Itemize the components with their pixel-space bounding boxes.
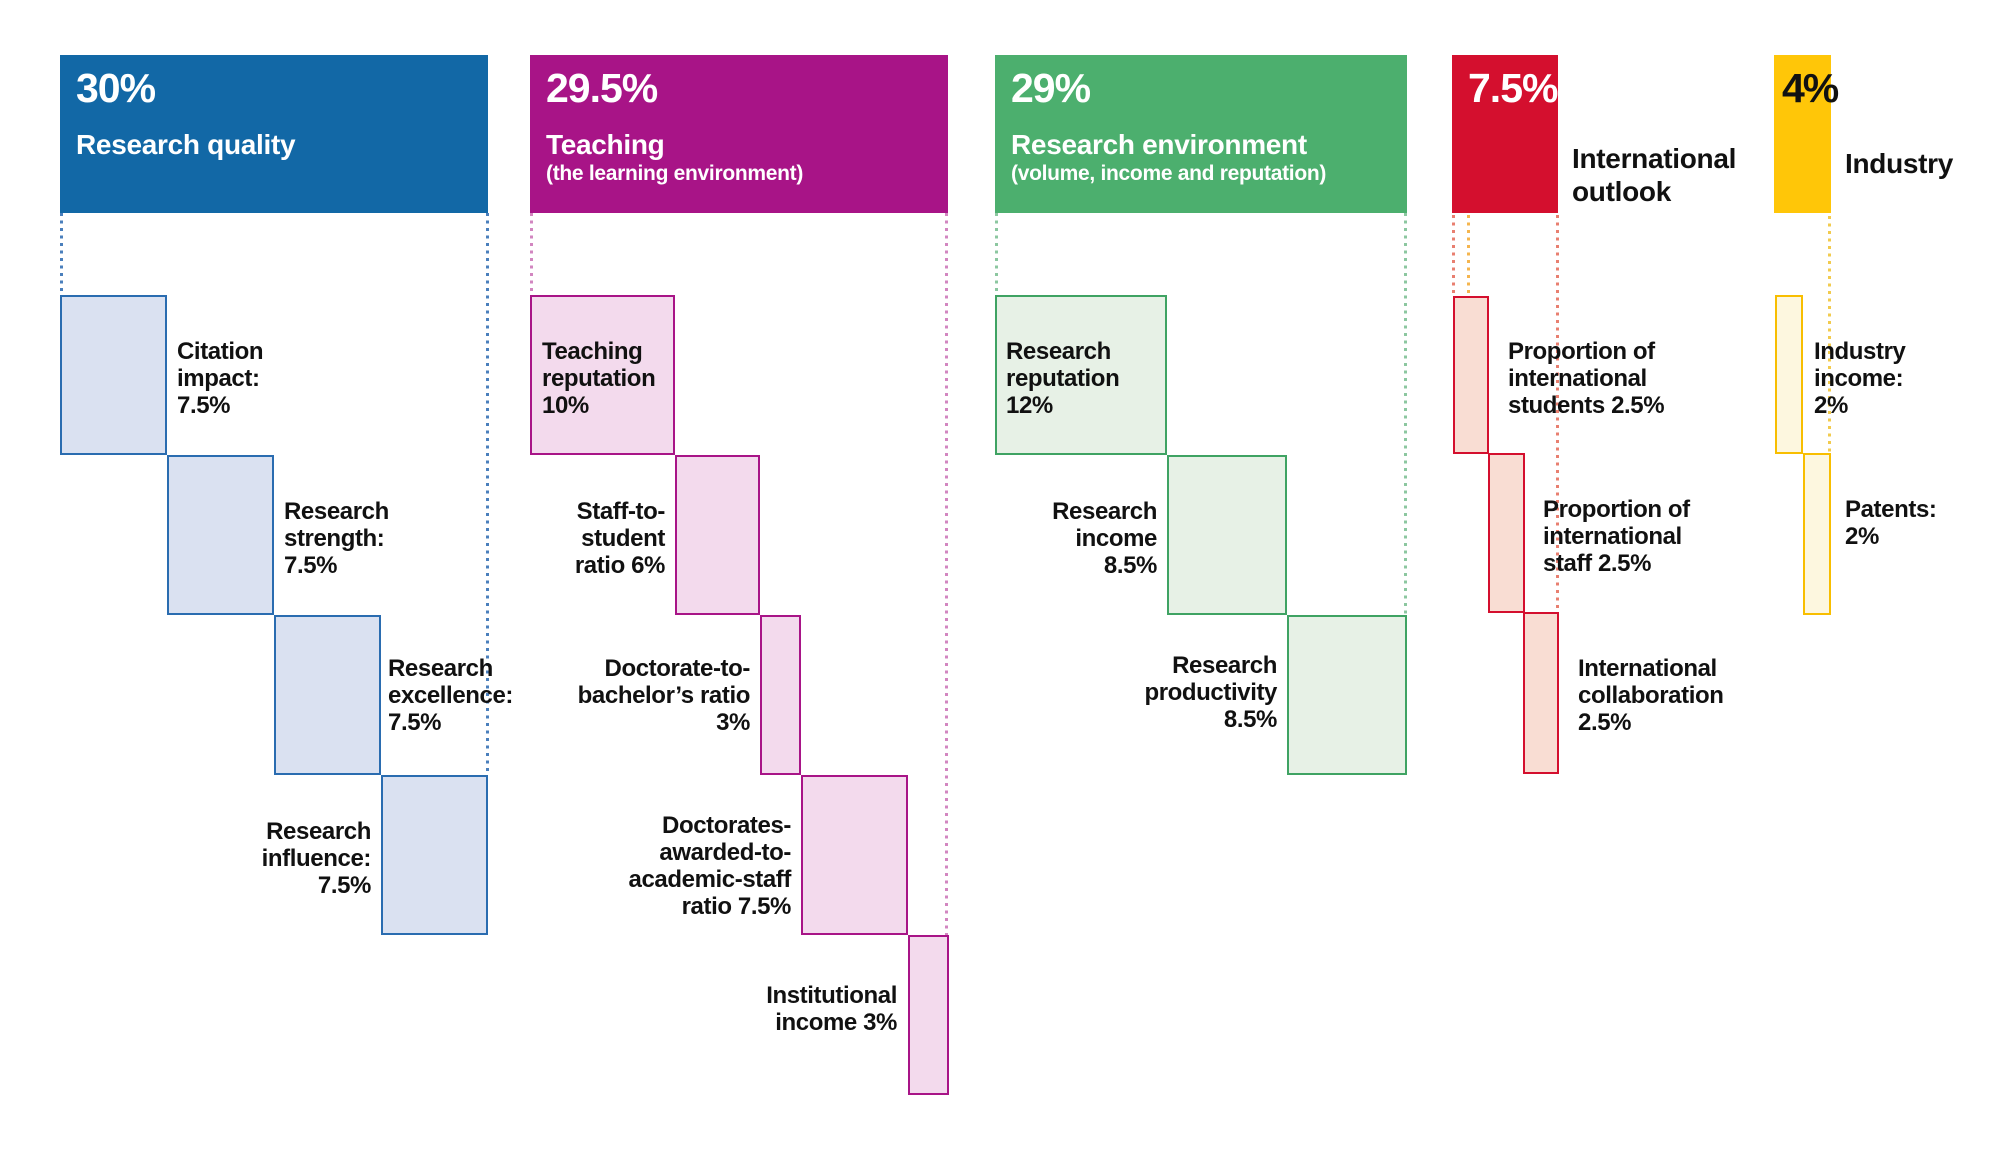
header-industry: 4% — [1774, 55, 1839, 213]
label-staff-student-ratio: Staff-to- student ratio 6% — [574, 498, 666, 579]
guide-line-research-quality-left — [60, 213, 63, 295]
label-research-income: Research income 8.5% — [1052, 498, 1157, 579]
label-research-excellence: Research excellence: 7.5% — [388, 655, 514, 736]
research-quality-weight: 30% — [76, 65, 156, 111]
box-research-income — [1167, 455, 1287, 615]
research-environment-weight: 29% — [1011, 65, 1091, 111]
label-industry-income: Industry income: 2% — [1814, 338, 1906, 419]
teaching-name: Teaching — [546, 128, 665, 160]
research-environment-name: Research environment — [1011, 128, 1307, 160]
label-international-collaboration: International collaboration 2.5% — [1578, 655, 1724, 736]
box-institutional-income — [908, 935, 949, 1095]
guide-line-international-outlook-right — [1556, 215, 1559, 613]
guide-line-research-environment-left — [995, 213, 998, 295]
box-doctorate-bachelor-ratio — [760, 615, 801, 775]
header-teaching: 29.5% Teaching (the learning environment… — [530, 55, 948, 213]
research-environment-subtitle: (volume, income and reputation) — [1011, 162, 1327, 186]
box-international-staff — [1488, 453, 1525, 613]
guide-line-industry-right — [1828, 216, 1831, 454]
box-teaching-reputation — [530, 295, 675, 455]
box-doctorates-awarded-ratio — [801, 775, 908, 935]
label-doctorate-bachelor-ratio: Doctorate-to- bachelor’s ratio 3% — [577, 655, 751, 736]
header-research-quality: 30% Research quality — [60, 55, 488, 213]
label-research-productivity: Research productivity 8.5% — [1144, 652, 1277, 733]
label-international-students: Proportion of international students 2.5… — [1508, 338, 1665, 419]
label-citation-impact: Citation impact: 7.5% — [177, 338, 264, 419]
guide-line-international-outlook-left — [1452, 215, 1455, 295]
box-international-collaboration — [1523, 612, 1559, 774]
box-research-productivity — [1287, 615, 1407, 775]
teaching-weight: 29.5% — [546, 65, 658, 111]
label-research-reputation: Research reputation 12% — [1006, 338, 1120, 419]
label-patents: Patents: 2% — [1845, 496, 1937, 550]
box-staff-student-ratio — [675, 455, 760, 615]
guide-line-research-quality-right — [486, 213, 489, 775]
label-research-strength: Research strength: 7.5% — [284, 498, 389, 579]
label-doctorates-awarded-ratio: Doctorates- awarded-to- academic-staff r… — [628, 812, 792, 920]
industry-name: Industry — [1845, 148, 1954, 179]
box-research-excellence — [274, 615, 381, 775]
box-research-reputation — [995, 295, 1167, 455]
label-institutional-income: Institutional income 3% — [766, 982, 897, 1036]
label-international-staff: Proportion of international staff 2.5% — [1543, 496, 1690, 577]
label-research-influence: Research influence: 7.5% — [261, 818, 372, 899]
label-teaching-reputation: Teaching reputation 10% — [542, 338, 656, 419]
box-patents — [1803, 453, 1831, 615]
guide-line-international-outlook-inner — [1467, 215, 1470, 295]
guide-line-teaching-right — [945, 213, 948, 935]
box-research-influence — [381, 775, 488, 935]
guide-line-research-environment-right — [1404, 213, 1407, 615]
teaching-subtitle: (the learning environment) — [546, 162, 804, 186]
international-outlook-weight: 7.5% — [1468, 65, 1558, 111]
box-research-strength — [167, 455, 274, 615]
box-international-students — [1453, 296, 1489, 454]
box-citation-impact — [60, 295, 167, 455]
international-outlook-name: International outlook — [1572, 143, 1737, 207]
guide-line-teaching-left — [530, 213, 533, 295]
research-quality-name: Research quality — [76, 128, 296, 160]
box-industry-income — [1775, 295, 1803, 454]
header-research-environment: 29% Research environment (volume, income… — [995, 55, 1407, 213]
industry-weight: 4% — [1782, 65, 1839, 111]
header-international-outlook: 7.5% — [1452, 55, 1558, 213]
